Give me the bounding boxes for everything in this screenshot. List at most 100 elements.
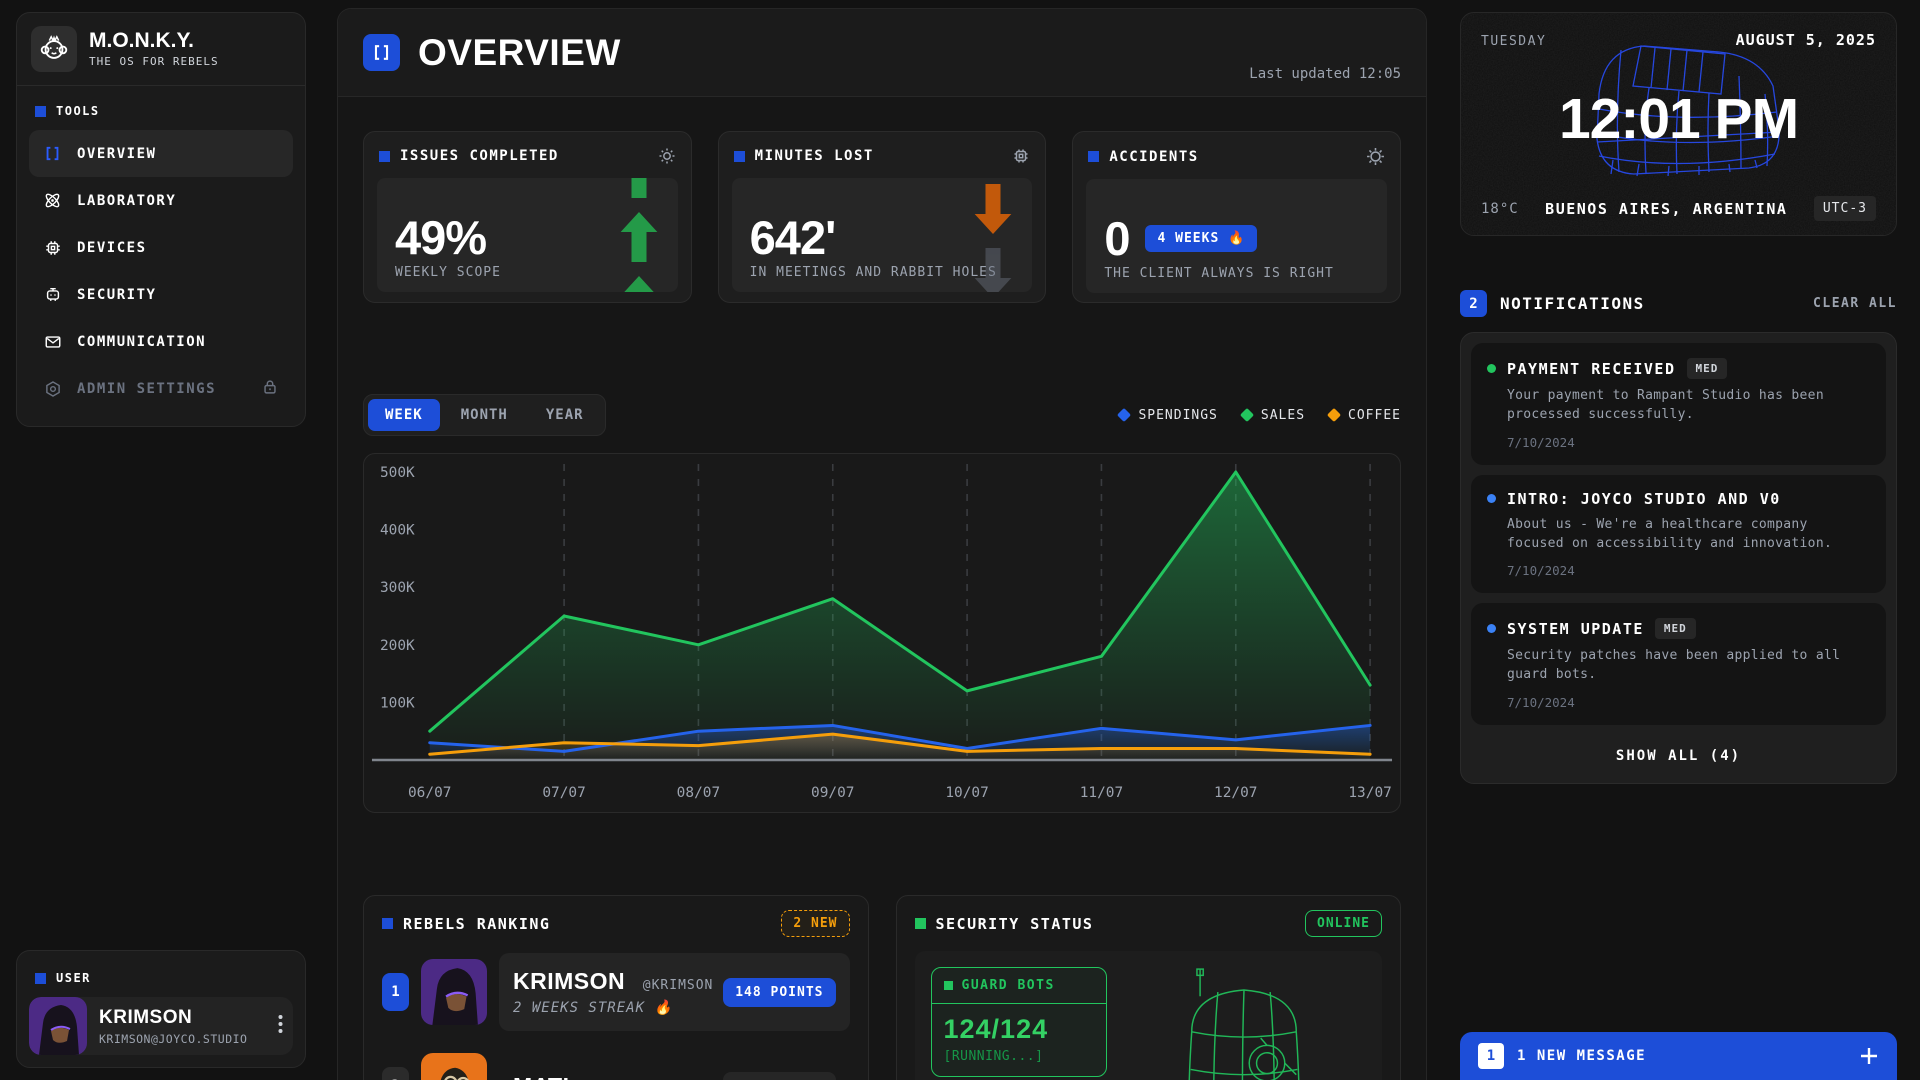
rank-info: MATI @MATI 129 POINTS [499, 1047, 850, 1080]
notification-title: INTRO: JOYCO STUDIO AND V0 [1507, 490, 1781, 508]
sidebar-item-overview[interactable]: OVERVIEW [29, 130, 293, 177]
stat-value: 0 [1104, 215, 1129, 262]
stat-body: 0 4 WEEKS 🔥 THE CLIENT ALWAYS IS RIGHT [1086, 179, 1387, 293]
clock-bottom-row: 18°C BUENOS AIRES, ARGENTINA UTC-3 [1481, 196, 1876, 221]
stats-row: ISSUES COMPLETED 49% WEEKLY SCOPE [363, 131, 1401, 303]
user-section-label: USER [29, 963, 293, 997]
panel-header: SECURITY STATUS ONLINE [915, 910, 1383, 937]
show-all-button[interactable]: SHOW ALL (4) [1471, 735, 1886, 773]
tools-section-label: TOOLS [29, 96, 293, 130]
settings-gear-icon[interactable] [658, 147, 676, 165]
user-meta: KRIMSON KRIMSON@JOYCO.STUDIO [87, 1007, 278, 1046]
main-header: OVERVIEW Last updated 12:05 [338, 9, 1426, 97]
settings-gear-icon[interactable] [1366, 147, 1385, 166]
stat-card-header: MINUTES LOST [732, 145, 1033, 178]
sidebar-nav-card: M.O.N.K.Y. THE OS FOR REBELS TOOLS OVERV… [16, 12, 306, 427]
rank-row-1[interactable]: 1 KRIMSON [382, 953, 850, 1031]
new-badge: 2 NEW [781, 910, 849, 937]
stat-caption: THE CLIENT ALWAYS IS RIGHT [1104, 266, 1369, 281]
message-text: 1 NEW MESSAGE [1517, 1048, 1646, 1064]
stat-title: ISSUES COMPLETED [400, 148, 559, 164]
rank-text: MATI @MATI [513, 1073, 631, 1080]
logo-text: M.O.N.K.Y. THE OS FOR REBELS [89, 30, 219, 68]
user-profile[interactable]: KRIMSON KRIMSON@JOYCO.STUDIO [29, 997, 293, 1055]
main-panel: OVERVIEW Last updated 12:05 ISSUES COMPL… [337, 8, 1427, 1080]
clear-all-button[interactable]: CLEAR ALL [1813, 296, 1897, 311]
blue-square-icon [35, 106, 46, 117]
stat-title: MINUTES LOST [755, 148, 874, 164]
notification-body: Security patches have been applied to al… [1507, 647, 1870, 685]
tab-week[interactable]: WEEK [368, 399, 440, 431]
sidebar-item-label: ADMIN SETTINGS [77, 381, 216, 397]
points-badge: 148 POINTS [723, 978, 835, 1007]
legend-label: SPENDINGS [1138, 408, 1217, 423]
monkey-logo-icon [31, 26, 77, 72]
diamond-icon [1327, 408, 1341, 422]
legend-label: COFFEE [1348, 408, 1401, 423]
guard-bots-card: GUARD BOTS 124/124 [RUNNING...] [931, 967, 1107, 1077]
notification-title-row: SYSTEM UPDATE MED [1487, 618, 1870, 639]
svg-text:13/07: 13/07 [1348, 785, 1391, 801]
green-square-icon [944, 981, 953, 990]
nav-section: TOOLS OVERVIEW L [17, 86, 305, 426]
points-badge: 129 POINTS [723, 1072, 835, 1080]
avatar [421, 959, 487, 1025]
range-tabs: WEEK MONTH YEAR [363, 394, 606, 436]
tab-month[interactable]: MONTH [444, 399, 525, 431]
panel-title: SECURITY STATUS [936, 915, 1094, 933]
mail-icon [43, 332, 62, 351]
notification-system-update[interactable]: SYSTEM UPDATE MED Security patches have … [1471, 603, 1886, 725]
guard-bot-wireframe-figure [1123, 967, 1367, 1080]
rank-number: 2 [382, 1067, 409, 1080]
status-dot-icon [1487, 624, 1496, 633]
sidebar-item-security[interactable]: SECURITY [29, 271, 293, 318]
plus-icon[interactable] [1859, 1046, 1879, 1066]
settings-gear-icon[interactable] [1012, 147, 1030, 165]
sidebar-item-devices[interactable]: DEVICES [29, 224, 293, 271]
notification-body: Your payment to Rampant Studio has been … [1507, 387, 1870, 425]
stat-value-row: 0 4 WEEKS 🔥 [1104, 215, 1369, 262]
security-status-panel: SECURITY STATUS ONLINE GUARD BOTS 124/12… [896, 895, 1402, 1080]
notification-title-row: PAYMENT RECEIVED MED [1487, 358, 1870, 379]
sidebar-user-card: USER KRIMSON KRIMSON@JOYCO.STUDIO [16, 950, 306, 1068]
user-name: KRIMSON [99, 1007, 266, 1029]
new-message-bar[interactable]: 1 1 NEW MESSAGE [1460, 1032, 1897, 1080]
rebels-ranking-panel: REBELS RANKING 2 NEW 1 [363, 895, 869, 1080]
notifications-title: NOTIFICATIONS [1500, 294, 1645, 313]
panel-header: REBELS RANKING 2 NEW [382, 910, 850, 937]
clock-widget: TUESDAY AUGUST 5, 2025 12:01 PM 18°C BUE… [1460, 12, 1897, 236]
app-root: M.O.N.K.Y. THE OS FOR REBELS TOOLS OVERV… [0, 0, 1920, 1080]
svg-text:500K: 500K [380, 465, 415, 481]
sidebar-item-communication[interactable]: COMMUNICATION [29, 318, 293, 365]
notification-intro[interactable]: INTRO: JOYCO STUDIO AND V0 About us - We… [1471, 475, 1886, 594]
legend-sales[interactable]: SALES [1242, 408, 1305, 423]
guard-bots-header: GUARD BOTS [932, 968, 1106, 1004]
diamond-icon [1240, 408, 1254, 422]
temperature: 18°C [1481, 201, 1519, 217]
sidebar-item-admin-settings[interactable]: ADMIN SETTINGS [29, 365, 293, 412]
kebab-menu-icon[interactable] [278, 1014, 293, 1038]
notification-title: PAYMENT RECEIVED [1507, 360, 1676, 378]
last-updated: Last updated 12:05 [1249, 66, 1401, 96]
security-body: GUARD BOTS 124/124 [RUNNING...] FIREWALL [915, 951, 1383, 1080]
stat-card-header: ISSUES COMPLETED [377, 145, 678, 178]
sidebar-item-laboratory[interactable]: LABORATORY [29, 177, 293, 224]
stat-title: ACCIDENTS [1109, 149, 1198, 165]
rank-handle: @KRIMSON [643, 978, 714, 993]
bottom-row: REBELS RANKING 2 NEW 1 [363, 895, 1401, 1080]
overview-brackets-icon [363, 34, 400, 71]
tab-year[interactable]: YEAR [529, 399, 601, 431]
chart-controls: WEEK MONTH YEAR SPENDINGS SALES [363, 394, 1401, 436]
right-column: TUESDAY AUGUST 5, 2025 12:01 PM 18°C BUE… [1460, 0, 1897, 1080]
user-email: KRIMSON@JOYCO.STUDIO [99, 1032, 266, 1046]
svg-text:09/07: 09/07 [811, 785, 854, 801]
rank-row-2[interactable]: 2 MATI [382, 1047, 850, 1080]
trend-down-arrows-icon [968, 178, 1018, 292]
notification-payment[interactable]: PAYMENT RECEIVED MED Your payment to Ram… [1471, 343, 1886, 465]
svg-text:11/07: 11/07 [1080, 785, 1123, 801]
blue-square-icon [734, 151, 745, 162]
lock-icon [261, 378, 279, 400]
legend-coffee[interactable]: COFFEE [1329, 408, 1401, 423]
legend-spendings[interactable]: SPENDINGS [1119, 408, 1217, 423]
trend-up-arrows-icon [614, 178, 664, 292]
